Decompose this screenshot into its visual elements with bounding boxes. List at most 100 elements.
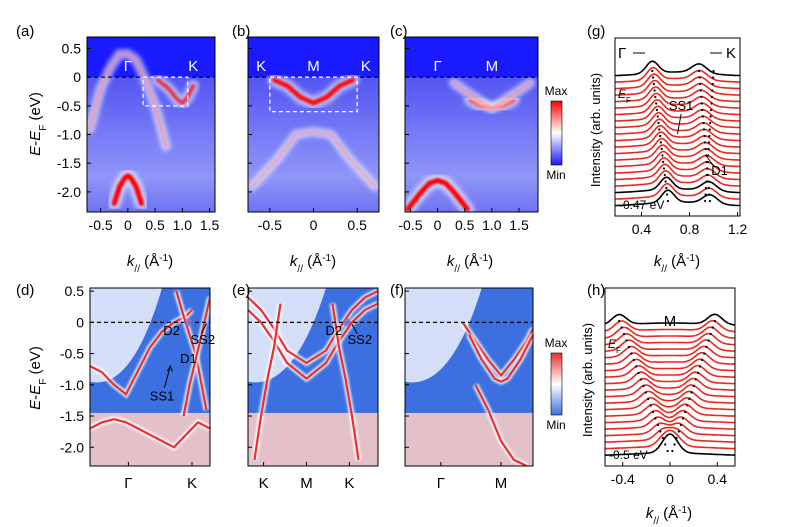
edc-curve <box>605 396 735 411</box>
edc-curve <box>615 79 740 96</box>
axes-frame <box>404 36 539 213</box>
edc-curve <box>605 384 735 398</box>
edc-curve <box>615 189 740 207</box>
direction-label-right: K <box>726 45 736 62</box>
high-symmetry-label: K <box>256 58 266 75</box>
peak-marker <box>708 193 711 196</box>
peak-marker <box>706 167 709 170</box>
x-tick-label: -0.5 <box>258 217 282 233</box>
edc-curve <box>604 319 736 333</box>
calc-image <box>248 288 378 466</box>
calc-panel-d: Γ K 0.5 0 -0.5 -1.0 -1.5 -2.0 <box>60 283 211 492</box>
y-tick-label: 0.5 <box>62 40 82 56</box>
colorbar: Max Min <box>545 336 568 432</box>
peak-marker <box>709 115 712 118</box>
x-tick-label: 1.5 <box>509 217 529 233</box>
peak-marker <box>627 345 630 349</box>
annotation-D1: D1 <box>711 163 728 178</box>
edc-curve <box>615 111 740 129</box>
y-tick-label: 0.5 <box>65 283 85 299</box>
peak-marker <box>649 404 652 407</box>
peak-marker <box>698 69 701 73</box>
colorbar-max-label: Max <box>545 336 568 350</box>
edc-curve <box>605 422 735 437</box>
peak-marker <box>698 365 702 368</box>
edc-curve <box>615 137 740 155</box>
peak-marker <box>658 128 661 131</box>
peak-marker <box>703 134 706 138</box>
peak-marker <box>699 89 702 92</box>
x-tick-label: 0.8 <box>680 221 700 237</box>
band <box>468 334 533 383</box>
peak-marker <box>659 430 662 433</box>
energy-range-label: -0.5 eV <box>609 448 648 462</box>
panel-label: (e) <box>232 282 250 299</box>
fermi-energy-label: EF <box>618 87 631 105</box>
axes-frame <box>247 287 379 467</box>
peak-marker <box>625 339 628 342</box>
band <box>452 81 532 111</box>
peak-marker <box>701 358 704 362</box>
peak-marker <box>673 443 676 446</box>
y-tick-label: -2.0 <box>57 184 81 200</box>
colorbar-min-label: Min <box>546 418 565 432</box>
peak-marker <box>688 397 691 401</box>
peak-marker <box>637 371 640 375</box>
peak-marker <box>666 199 669 203</box>
peak-marker <box>655 102 658 105</box>
band <box>248 290 378 365</box>
bulk-continuum <box>405 288 482 383</box>
edc-curve <box>615 131 740 148</box>
annotation-arrow <box>705 155 714 167</box>
peak-marker <box>704 147 707 151</box>
peak-marker <box>707 141 711 144</box>
edc-curve <box>605 416 735 430</box>
band <box>405 177 470 212</box>
peak-marker <box>654 95 657 99</box>
peak-marker <box>703 141 707 144</box>
peak-marker <box>710 95 713 99</box>
calc-image <box>90 288 210 466</box>
axes-frame <box>404 287 534 467</box>
edc-curve <box>615 92 740 109</box>
edc-curve <box>615 99 740 116</box>
arpes-panel-a: -0.5 0 0.5 1.0 1.5 0.5 0 -0.5 -1.0 -1.5 -2.0 <box>57 36 219 233</box>
x-tick-label: 1.0 <box>482 217 502 233</box>
edc-curve <box>605 364 735 378</box>
axes-frame <box>86 36 216 213</box>
edc-curve <box>604 332 735 346</box>
arrow-head <box>166 364 173 372</box>
band <box>248 302 378 381</box>
peak-marker <box>686 404 689 407</box>
x-tick-label: 0 <box>434 217 442 233</box>
high-symmetry-label: M <box>300 475 313 492</box>
panel-label: (h) <box>587 282 605 299</box>
peak-marker <box>701 108 704 112</box>
edc-curve <box>615 66 740 83</box>
above-fermi-region <box>248 37 379 78</box>
peak-marker <box>664 180 667 183</box>
peak-marker <box>696 371 699 375</box>
peak-marker <box>662 160 665 164</box>
peak-marker <box>712 76 715 79</box>
peak-marker <box>708 128 711 131</box>
peak-marker <box>651 76 655 79</box>
edc-curve <box>605 429 735 450</box>
arpes-image <box>248 37 379 212</box>
panel-label: (a) <box>16 23 34 40</box>
high-symmetry-label: M <box>307 58 320 75</box>
peak-marker <box>711 82 714 86</box>
peak-marker <box>679 423 682 427</box>
peak-marker <box>690 391 693 394</box>
colorbar-gradient <box>550 352 563 416</box>
axes-frame <box>89 287 211 467</box>
axes-frame <box>614 37 741 217</box>
peak-marker <box>704 193 707 196</box>
x-axis-title: k// (Å-1) <box>290 253 336 275</box>
peak-marker <box>620 326 623 329</box>
peak-marker <box>707 186 710 190</box>
edc-curve <box>615 150 740 168</box>
peak-marker <box>706 154 710 157</box>
annotation-SS2: SS2 <box>348 332 373 347</box>
